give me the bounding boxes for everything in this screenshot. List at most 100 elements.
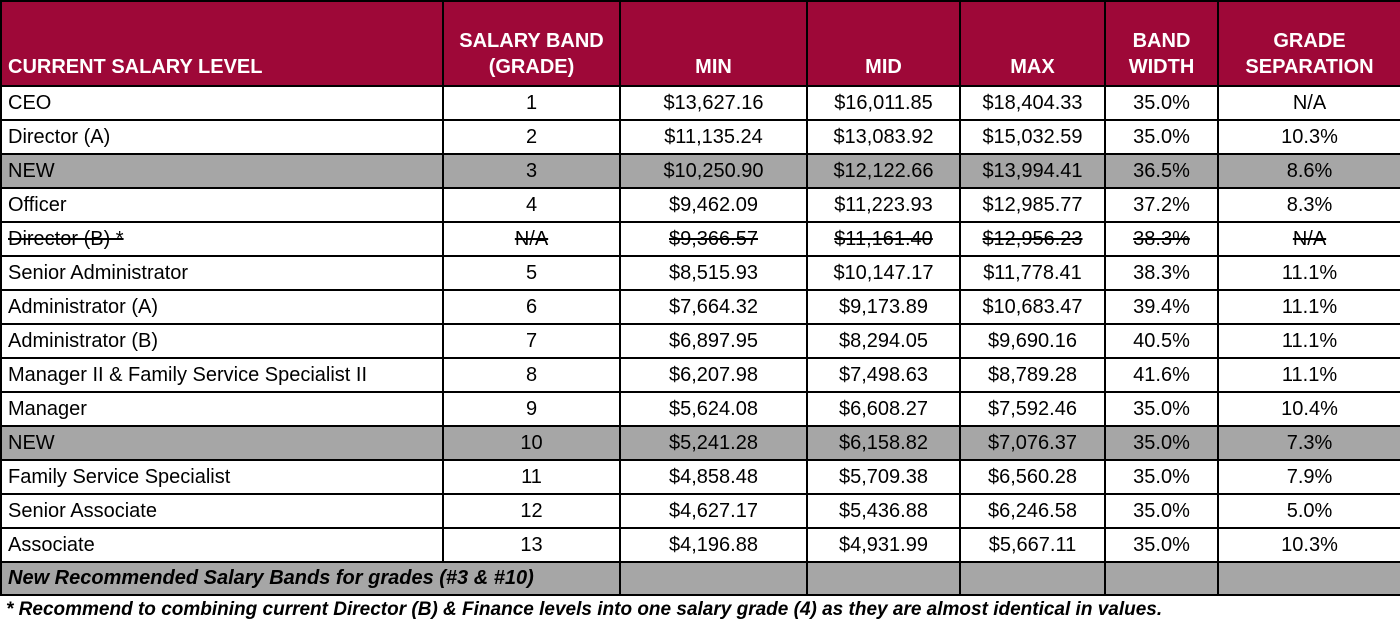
cell-mid: $5,436.88 <box>806 493 961 529</box>
cell-min: $11,135.24 <box>619 119 808 155</box>
table-row: CEO 1 $13,627.16 $16,011.85 $18,404.33 35.0% N… <box>0 85 1400 121</box>
cell-grade: 7 <box>442 323 621 359</box>
cell-min: $4,196.88 <box>619 527 808 563</box>
cell-level: Administrator (B) <box>0 323 444 359</box>
cell-min: $6,897.95 <box>619 323 808 359</box>
cell-level: Administrator (A) <box>0 289 444 325</box>
header-min: MIN <box>619 0 808 87</box>
table-row: Director (B) * N/A $9,366.57 $11,161.40 $12,… <box>0 221 1400 257</box>
cell-min: $5,624.08 <box>619 391 808 427</box>
cell-level: Director (B) * <box>0 221 444 257</box>
cell-max: $7,076.37 <box>959 425 1106 461</box>
cell-band-width: 39.4% <box>1104 289 1219 325</box>
footnote: * Recommend to combining current Directo… <box>1 595 1400 623</box>
cell-max: $15,032.59 <box>959 119 1106 155</box>
cell-max: $12,985.77 <box>959 187 1106 223</box>
cell-band-width: 35.0% <box>1104 119 1219 155</box>
cell-max: $11,778.41 <box>959 255 1106 291</box>
footer-empty-cell <box>1104 561 1219 596</box>
header-mid: MID <box>806 0 961 87</box>
cell-grade-separation: 10.3% <box>1217 119 1400 155</box>
table-row: Associate 13 $4,196.88 $4,931.99 $5,667.11 35… <box>0 527 1400 563</box>
cell-grade: 6 <box>442 289 621 325</box>
cell-level: NEW <box>0 425 444 461</box>
table-row: Senior Associate 12 $4,627.17 $5,436.88 $6,2… <box>0 493 1400 529</box>
header-grade-separation: GRADE SEPARATION <box>1217 0 1400 87</box>
cell-mid: $8,294.05 <box>806 323 961 359</box>
table-row: NEW 10 $5,241.28 $6,158.82 $7,076.37 35.0% 7.3… <box>0 425 1400 461</box>
table-row: Administrator (B) 7 $6,897.95 $8,294.05 $9,6… <box>0 323 1400 359</box>
table-row: Family Service Specialist 11 $4,858.48 $5,7… <box>0 459 1400 495</box>
cell-grade: 4 <box>442 187 621 223</box>
cell-mid: $11,223.93 <box>806 187 961 223</box>
cell-mid: $6,608.27 <box>806 391 961 427</box>
header-max: MAX <box>959 0 1106 87</box>
cell-level: Associate <box>0 527 444 563</box>
cell-max: $6,246.58 <box>959 493 1106 529</box>
cell-grade-separation: N/A <box>1217 221 1400 257</box>
cell-mid: $12,122.66 <box>806 153 961 189</box>
cell-grade: 5 <box>442 255 621 291</box>
cell-mid: $11,161.40 <box>806 221 961 257</box>
footer-note-row: New Recommended Salary Bands for grades … <box>0 561 1400 596</box>
cell-level: Senior Associate <box>0 493 444 529</box>
cell-band-width: 35.0% <box>1104 459 1219 495</box>
cell-grade: 8 <box>442 357 621 393</box>
cell-max: $5,667.11 <box>959 527 1106 563</box>
cell-max: $6,560.28 <box>959 459 1106 495</box>
table-row: NEW 3 $10,250.90 $12,122.66 $13,994.41 36.5% 8… <box>0 153 1400 189</box>
table-row: Director (A) 2 $11,135.24 $13,083.92 $15,032… <box>0 119 1400 155</box>
table-row: Officer 4 $9,462.09 $11,223.93 $12,985.77 37.… <box>0 187 1400 223</box>
cell-min: $9,462.09 <box>619 187 808 223</box>
footer-empty-cell <box>1217 561 1400 596</box>
cell-level: Manager <box>0 391 444 427</box>
cell-band-width: 35.0% <box>1104 425 1219 461</box>
footnote-row: * Recommend to combining current Directo… <box>1 595 1400 623</box>
header-current-salary-level: CURRENT SALARY LEVEL <box>0 0 444 87</box>
cell-grade: 11 <box>442 459 621 495</box>
cell-max: $7,592.46 <box>959 391 1106 427</box>
cell-band-width: 35.0% <box>1104 391 1219 427</box>
cell-grade-separation: 11.1% <box>1217 357 1400 393</box>
cell-mid: $13,083.92 <box>806 119 961 155</box>
cell-mid: $16,011.85 <box>806 85 961 121</box>
cell-level: Director (A) <box>0 119 444 155</box>
cell-grade: 9 <box>442 391 621 427</box>
header-band-width: BAND WIDTH <box>1104 0 1219 87</box>
cell-grade: 13 <box>442 527 621 563</box>
cell-min: $13,627.16 <box>619 85 808 121</box>
cell-mid: $9,173.89 <box>806 289 961 325</box>
cell-max: $8,789.28 <box>959 357 1106 393</box>
cell-band-width: 35.0% <box>1104 85 1219 121</box>
cell-band-width: 37.2% <box>1104 187 1219 223</box>
cell-max: $10,683.47 <box>959 289 1106 325</box>
cell-max: $12,956.23 <box>959 221 1106 257</box>
cell-mid: $4,931.99 <box>806 527 961 563</box>
cell-level: NEW <box>0 153 444 189</box>
cell-grade: 2 <box>442 119 621 155</box>
table-body: CEO 1 $13,627.16 $16,011.85 $18,404.33 35.0% N… <box>0 85 1400 563</box>
cell-grade: 3 <box>442 153 621 189</box>
cell-min: $7,664.32 <box>619 289 808 325</box>
cell-grade: 1 <box>442 85 621 121</box>
cell-min: $4,858.48 <box>619 459 808 495</box>
footer-note: New Recommended Salary Bands for grades … <box>0 561 621 596</box>
cell-max: $9,690.16 <box>959 323 1106 359</box>
cell-min: $4,627.17 <box>619 493 808 529</box>
cell-mid: $6,158.82 <box>806 425 961 461</box>
header-row: CURRENT SALARY LEVEL SALARY BAND (GRADE)… <box>0 0 1400 87</box>
cell-band-width: 38.3% <box>1104 255 1219 291</box>
cell-level: Officer <box>0 187 444 223</box>
cell-level: Family Service Specialist <box>0 459 444 495</box>
cell-grade-separation: 5.0% <box>1217 493 1400 529</box>
cell-grade-separation: 11.1% <box>1217 289 1400 325</box>
header-salary-band-grade: SALARY BAND (GRADE) <box>442 0 621 87</box>
cell-max: $18,404.33 <box>959 85 1106 121</box>
cell-min: $9,366.57 <box>619 221 808 257</box>
cell-band-width: 38.3% <box>1104 221 1219 257</box>
table-row: Senior Administrator 5 $8,515.93 $10,147.17… <box>0 255 1400 291</box>
cell-grade-separation: 11.1% <box>1217 255 1400 291</box>
cell-grade-separation: 10.3% <box>1217 527 1400 563</box>
